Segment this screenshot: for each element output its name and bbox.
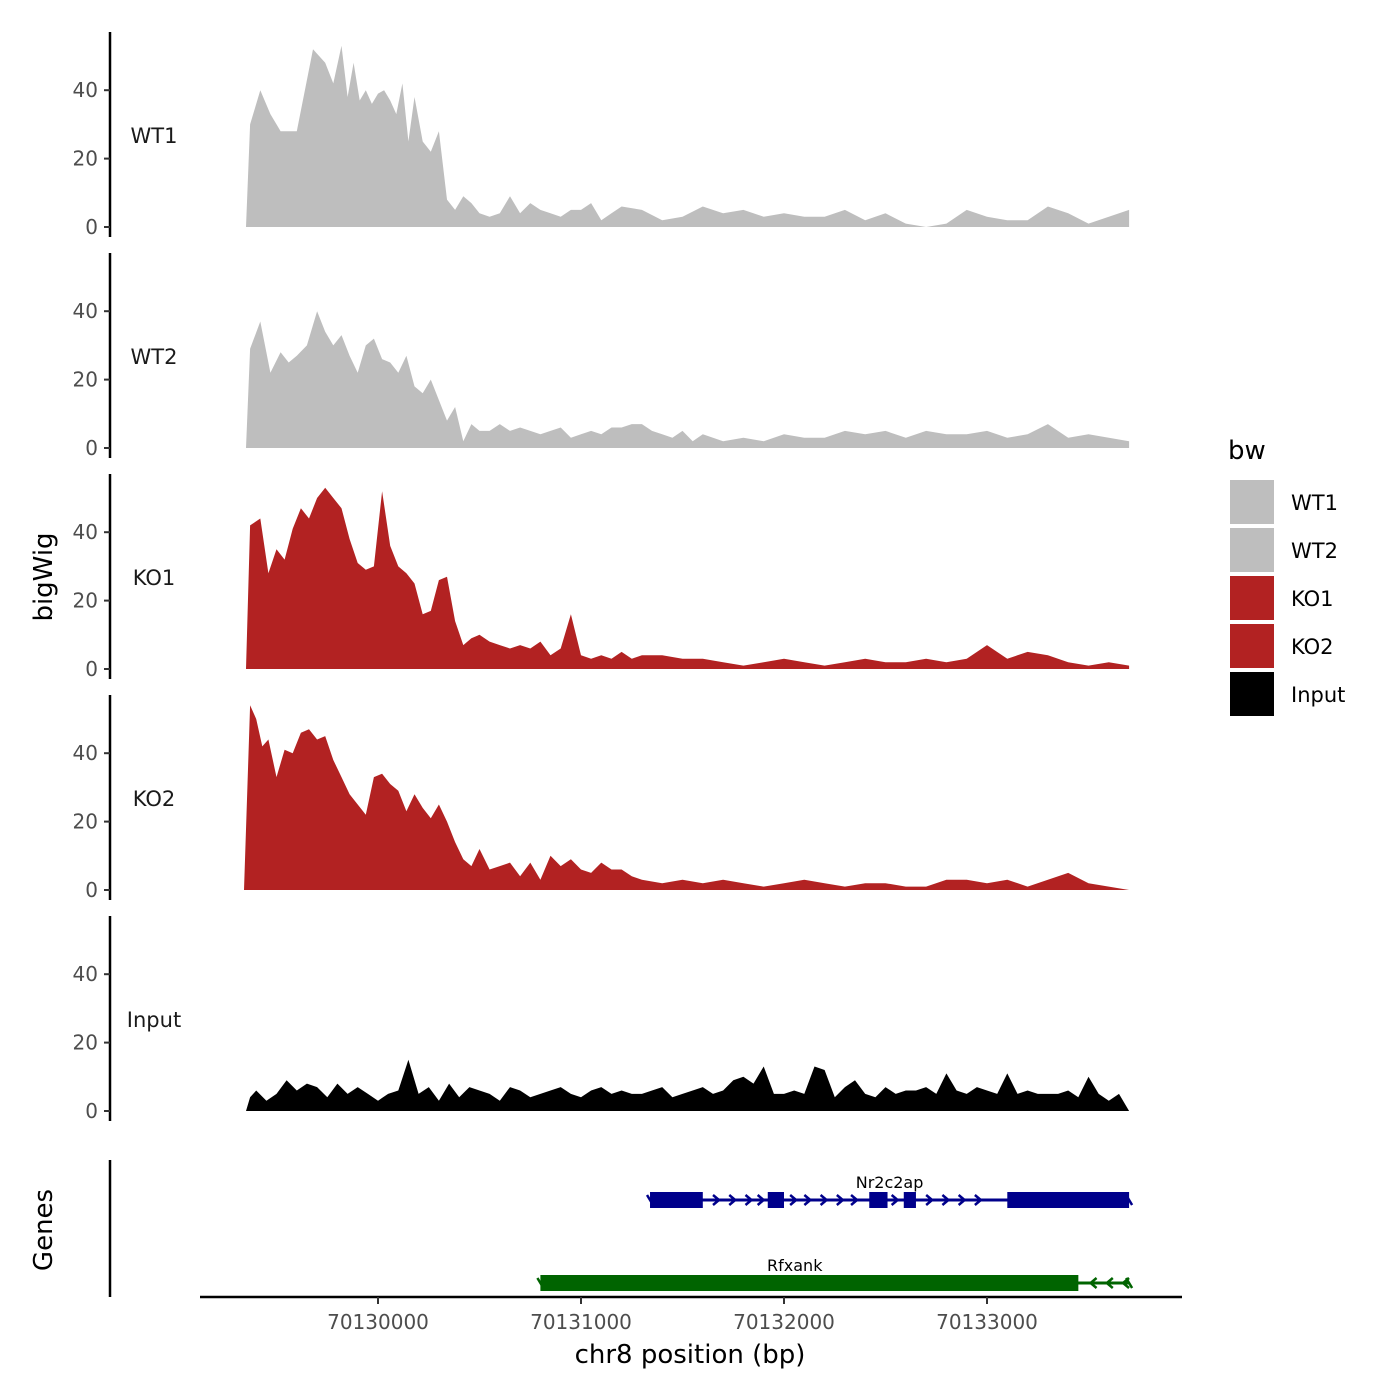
track-label: KO1 [133,566,176,590]
legend-swatch [1230,480,1274,524]
track-label: WT2 [131,345,178,369]
legend-item-KO1: KO1 [1230,576,1334,620]
legend: WT1 WT2 KO1 KO2 Input [1230,480,1345,716]
genes-panel: Nr2c2ap Rfxank [108,1160,1134,1297]
strand-arrow [850,1194,860,1206]
y-tick-label: 20 [73,589,98,613]
legend-swatch [1230,528,1274,572]
y-tick-label: 20 [73,147,98,171]
x-tick-label: 70132000 [733,1310,835,1334]
track-WT2: 0 20 40 WT2 [73,253,1130,460]
strand-arrow [712,1194,721,1206]
gene-exon [650,1192,703,1208]
gene-end-cap [536,1277,545,1289]
strand-arrow [974,1194,983,1206]
tracks: 0 20 40 WT1 0 20 40 WT2 0 20 40 KO1 0 20 40 KO2 0 20 40 Inp… [73,32,1130,1123]
track-KO1: 0 20 40 KO1 [73,474,1130,681]
legend-item-WT1: WT1 [1230,480,1338,524]
track-label: WT1 [131,124,178,148]
legend-item-Input: Input [1230,672,1345,716]
y-tick-label: 0 [85,215,98,239]
strand-arrow [836,1194,845,1206]
strand-arrow [728,1194,738,1206]
strand-arrow [756,1194,766,1206]
x-axis: 70130000 70131000 70132000 70133000 [200,1295,1182,1334]
legend-label: WT1 [1291,491,1338,515]
track-WT1: 0 20 40 WT1 [73,32,1130,239]
legend-title: bw [1228,436,1266,466]
strand-arrow [789,1194,799,1206]
gene-exon [903,1192,916,1208]
y-tick-label: 40 [73,78,98,102]
y-axis-title: bigWig [29,532,59,621]
legend-swatch [1230,672,1274,716]
y-tick-label: 40 [73,299,98,323]
legend-swatch [1230,576,1274,620]
legend-label: WT2 [1291,539,1338,563]
gene-Rfxank: Rfxank [536,1256,1134,1291]
gene-end-cap [645,1194,655,1206]
x-axis-title: chr8 position (bp) [575,1340,806,1370]
x-tick-label: 70130000 [327,1310,429,1334]
strand-arrow [1104,1277,1114,1289]
y-tick-label: 40 [73,962,98,986]
y-tick-label: 0 [85,878,98,902]
legend-label: KO1 [1291,587,1334,611]
legend-label: KO2 [1291,635,1334,659]
gene-exon [869,1192,888,1208]
y-tick-label: 0 [85,1099,98,1123]
y-tick-label: 20 [73,368,98,392]
gene-label: Rfxank [767,1256,823,1275]
y-tick-label: 40 [73,741,98,765]
gene-exon [540,1275,1079,1291]
y-tick-label: 40 [73,520,98,544]
legend-swatch [1230,624,1274,668]
track-KO2: 0 20 40 KO2 [73,695,1130,902]
strand-arrow [803,1194,813,1206]
gene-label: Nr2c2ap [856,1173,924,1192]
gene-Nr2c2ap: Nr2c2ap [645,1173,1134,1208]
strand-arrow [941,1194,951,1206]
y-tick-label: 20 [73,1031,98,1055]
strand-arrow [744,1194,754,1206]
legend-label: Input [1291,683,1345,707]
gene-end-cap [1125,1194,1134,1206]
x-tick-label: 70133000 [936,1310,1038,1334]
track-Input: 0 20 40 Input [73,916,1130,1123]
strand-arrow [1088,1277,1098,1289]
legend-item-KO2: KO2 [1230,624,1334,668]
gene-exon [1007,1192,1130,1208]
signal-area-WT2 [246,311,1130,448]
y-tick-label: 0 [85,436,98,460]
strand-arrow [925,1194,935,1206]
y-tick-label: 0 [85,657,98,681]
signal-area-KO1 [246,487,1130,669]
signal-area-KO2 [244,705,1130,890]
gene-end-cap [1125,1277,1134,1289]
signal-area-Input [246,1059,1130,1111]
legend-item-WT2: WT2 [1230,528,1338,572]
strand-arrow [957,1194,967,1206]
x-tick-label: 70131000 [530,1310,632,1334]
genes-panel-label: Genes [29,1189,59,1271]
strand-arrow [890,1194,900,1206]
track-label: KO2 [133,787,176,811]
gene-exon [767,1192,784,1208]
y-tick-label: 20 [73,810,98,834]
strand-arrow [819,1194,829,1206]
track-label: Input [127,1008,181,1032]
signal-area-WT1 [246,45,1130,228]
